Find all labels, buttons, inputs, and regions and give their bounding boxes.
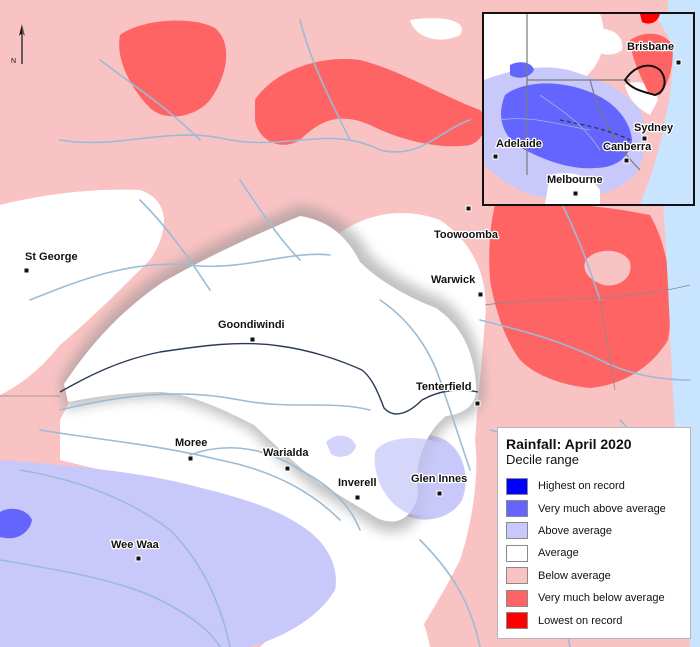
legend-label: Average bbox=[538, 547, 579, 560]
north-arrow-icon bbox=[19, 24, 25, 64]
legend-label: Above average bbox=[538, 524, 612, 537]
legend-item: Lowest on record bbox=[506, 609, 682, 631]
very-much-below-average-area-east bbox=[489, 203, 671, 388]
average-area-small-2 bbox=[410, 18, 462, 40]
legend-item: Very much above average bbox=[506, 497, 682, 519]
legend-label: Lowest on record bbox=[538, 614, 623, 627]
town-label-inverell: Inverell bbox=[338, 477, 377, 489]
above-average-area-southwest bbox=[0, 460, 336, 647]
legend-item: Below average bbox=[506, 565, 682, 587]
town-markers: St George Toowoomba Warwick Goondiwindi … bbox=[23, 205, 500, 562]
town-label-warwick: Warwick bbox=[431, 274, 476, 286]
town-label-warialda: Warialda bbox=[263, 447, 309, 459]
legend-subtitle: Decile range bbox=[506, 452, 579, 467]
very-much-below-average-area-north bbox=[119, 20, 227, 117]
town-marker-st-george bbox=[23, 267, 30, 274]
legend-swatch bbox=[506, 477, 528, 495]
legend-swatch bbox=[506, 612, 528, 630]
town-marker-warwick bbox=[477, 291, 484, 298]
legend-label: Below average bbox=[538, 569, 611, 582]
legend-title: Rainfall: April 2020 bbox=[506, 436, 632, 452]
very-much-below-average-area-northeast bbox=[255, 59, 486, 147]
small-overlay bbox=[326, 435, 356, 457]
inset-marker-melbourne bbox=[572, 190, 579, 197]
town-label-st-george: St George bbox=[25, 251, 78, 263]
river-network bbox=[0, 19, 691, 647]
inset-marker-sydney bbox=[641, 135, 648, 142]
inset-map: Brisbane Sydney Canberra Adelaide Melbou… bbox=[482, 12, 695, 206]
town-label-glen-innes: Glen Innes bbox=[411, 473, 467, 485]
town-marker-glen-innes bbox=[436, 490, 443, 497]
average-area-small-1 bbox=[25, 198, 55, 216]
legend-label: Highest on record bbox=[538, 480, 625, 493]
town-marker-moree bbox=[187, 455, 194, 462]
town-label-tenterfield: Tenterfield bbox=[416, 381, 471, 393]
legend: Rainfall: April 2020 Decile range Highes… bbox=[497, 427, 691, 639]
legend-swatch bbox=[506, 589, 528, 607]
legend-swatch bbox=[506, 500, 528, 518]
inset-label-melbourne: Melbourne bbox=[547, 174, 603, 186]
town-marker-inverell bbox=[354, 494, 361, 501]
legend-swatch bbox=[506, 544, 528, 562]
average-area-south bbox=[320, 560, 430, 647]
town-marker-wee-waa bbox=[135, 555, 142, 562]
town-label-goondiwindi: Goondiwindi bbox=[218, 319, 285, 331]
town-marker-warialda bbox=[284, 465, 291, 472]
legend-swatch bbox=[506, 522, 528, 540]
town-marker-goondiwindi bbox=[249, 336, 256, 343]
town-label-toowoomba: Toowoomba bbox=[434, 229, 499, 241]
average-area-east-hole bbox=[584, 250, 631, 286]
inset-marker-canberra bbox=[623, 157, 630, 164]
legend-label: Very much below average bbox=[538, 592, 665, 605]
inset-label-brisbane: Brisbane bbox=[627, 41, 674, 53]
legend-item: Above average bbox=[506, 520, 682, 542]
legend-swatch bbox=[506, 567, 528, 585]
legend-list: Highest on record Very much above average… bbox=[506, 475, 682, 632]
legend-label: Very much above average bbox=[538, 502, 666, 515]
town-marker-toowoomba bbox=[465, 205, 472, 212]
administrative-boundaries bbox=[0, 284, 691, 397]
catchment-area bbox=[64, 216, 477, 522]
town-marker-tenterfield bbox=[474, 400, 481, 407]
inset-marker-brisbane bbox=[675, 59, 682, 66]
inset-label-sydney: Sydney bbox=[634, 122, 674, 134]
average-area-west bbox=[0, 189, 164, 395]
inset-marker-adelaide bbox=[492, 153, 499, 160]
town-label-wee-waa: Wee Waa bbox=[111, 539, 160, 551]
state-border bbox=[59, 342, 479, 415]
inset-label-adelaide: Adelaide bbox=[496, 138, 542, 150]
legend-item: Highest on record bbox=[506, 475, 682, 497]
inset-label-canberra: Canberra bbox=[603, 141, 652, 153]
legend-item: Very much below average bbox=[506, 587, 682, 609]
north-label: N bbox=[11, 58, 16, 65]
town-label-moree: Moree bbox=[175, 437, 207, 449]
very-much-above-average-area bbox=[0, 508, 32, 539]
legend-item: Average bbox=[506, 542, 682, 564]
